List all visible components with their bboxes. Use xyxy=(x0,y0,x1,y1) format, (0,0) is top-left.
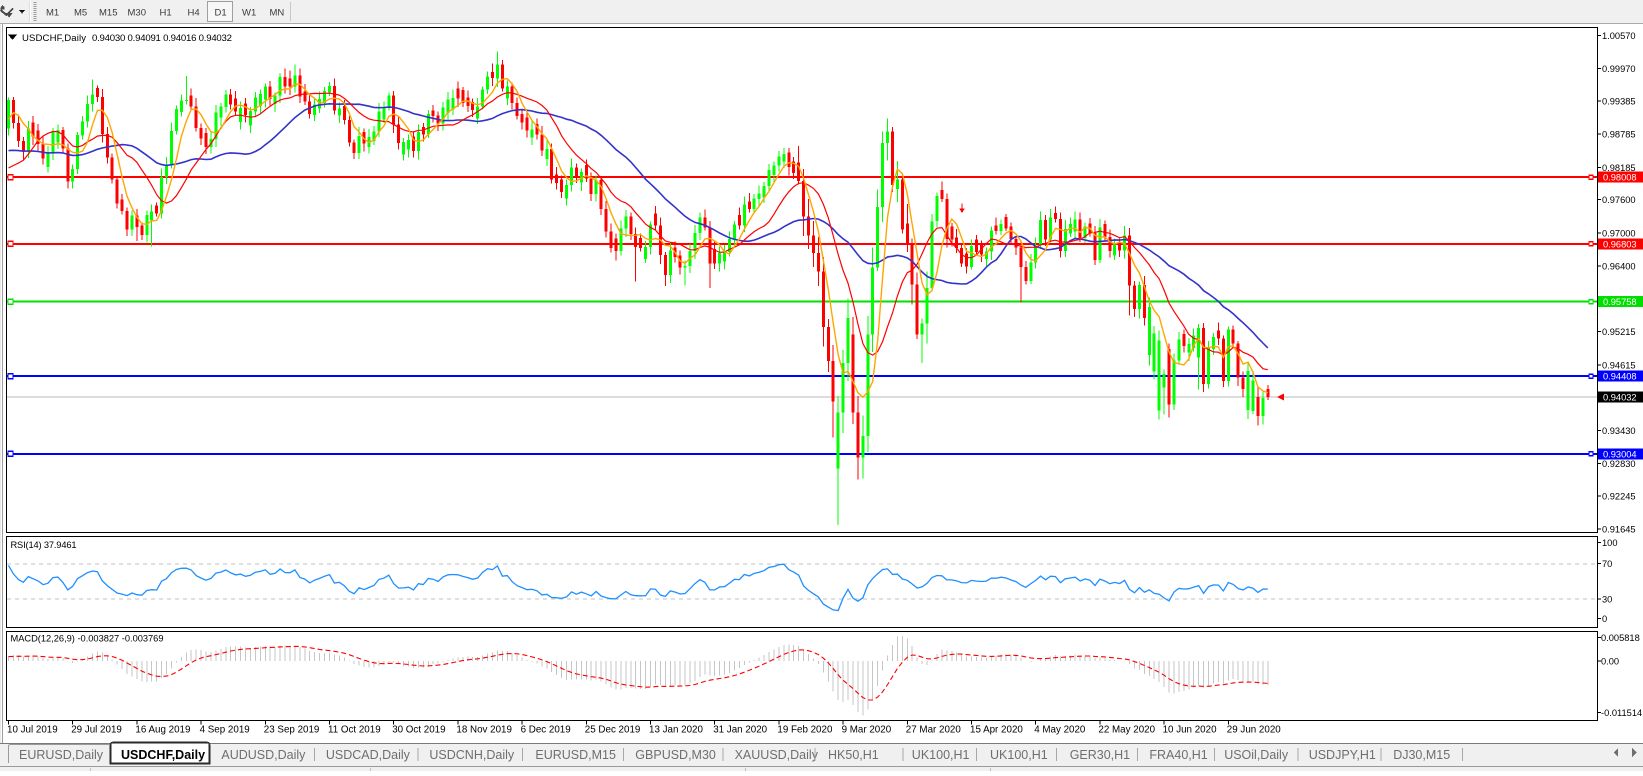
svg-text:0.99970: 0.99970 xyxy=(1602,64,1636,74)
svg-text:H4: H4 xyxy=(188,8,200,19)
svg-text:70: 70 xyxy=(1602,559,1612,569)
svg-text:-0.011514: -0.011514 xyxy=(1601,708,1642,718)
svg-text:M30: M30 xyxy=(128,8,146,19)
svg-text:4 May 2020: 4 May 2020 xyxy=(1034,725,1086,736)
svg-text:H1: H1 xyxy=(160,8,172,19)
svg-text:D1: D1 xyxy=(215,8,227,19)
svg-text:0.92830: 0.92830 xyxy=(1602,459,1636,469)
svg-text:0.94615: 0.94615 xyxy=(1602,360,1636,370)
svg-text:MACD(12,26,9) -0.003827 -0.003: MACD(12,26,9) -0.003827 -0.003769 xyxy=(11,634,164,644)
svg-text:0.96400: 0.96400 xyxy=(1602,262,1636,272)
svg-text:16 Aug 2019: 16 Aug 2019 xyxy=(135,725,190,736)
svg-text:23 Sep 2019: 23 Sep 2019 xyxy=(264,725,320,736)
svg-text:29 Jul 2019: 29 Jul 2019 xyxy=(71,725,122,736)
svg-text:FRA40,H1: FRA40,H1 xyxy=(1149,748,1207,762)
svg-text:GER30,H1: GER30,H1 xyxy=(1070,748,1130,762)
svg-text:0.99385: 0.99385 xyxy=(1602,97,1636,107)
svg-text:MN: MN xyxy=(270,8,285,19)
svg-text:30: 30 xyxy=(1602,595,1612,605)
svg-text:M1: M1 xyxy=(46,8,59,19)
svg-text:USOil,Daily: USOil,Daily xyxy=(1224,748,1289,762)
svg-text:13 Jan 2020: 13 Jan 2020 xyxy=(649,725,703,736)
svg-text:0.97000: 0.97000 xyxy=(1602,228,1636,238)
svg-text:0.98008: 0.98008 xyxy=(1603,173,1637,183)
svg-text:0.98785: 0.98785 xyxy=(1602,130,1636,140)
svg-text:USDCHF,Daily: USDCHF,Daily xyxy=(121,748,205,762)
svg-text:6 Dec 2019: 6 Dec 2019 xyxy=(521,725,571,736)
svg-text:UK100,H1: UK100,H1 xyxy=(990,748,1048,762)
svg-text:9 Mar 2020: 9 Mar 2020 xyxy=(842,725,892,736)
svg-text:15 Apr 2020: 15 Apr 2020 xyxy=(970,725,1023,736)
svg-text:XAUUSD,Daily: XAUUSD,Daily xyxy=(735,748,819,762)
svg-text:UK100,H1: UK100,H1 xyxy=(912,748,970,762)
svg-text:4 Sep 2019: 4 Sep 2019 xyxy=(200,725,250,736)
svg-text:AUDUSD,Daily: AUDUSD,Daily xyxy=(221,748,306,762)
svg-text:EURUSD,M15: EURUSD,M15 xyxy=(535,748,616,762)
svg-text:0.95758: 0.95758 xyxy=(1603,297,1637,307)
svg-text:25 Dec 2019: 25 Dec 2019 xyxy=(585,725,641,736)
svg-text:27 Mar 2020: 27 Mar 2020 xyxy=(906,725,962,736)
svg-text:HK50,H1: HK50,H1 xyxy=(828,748,879,762)
svg-text:19 Feb 2020: 19 Feb 2020 xyxy=(777,725,833,736)
svg-text:0.92245: 0.92245 xyxy=(1602,491,1636,501)
svg-text:0.00: 0.00 xyxy=(1601,657,1619,667)
svg-text:0.96803: 0.96803 xyxy=(1603,239,1637,249)
svg-text:0.94032: 0.94032 xyxy=(1603,393,1637,403)
svg-text:0.98185: 0.98185 xyxy=(1602,163,1636,173)
svg-text:0.94408: 0.94408 xyxy=(1603,372,1637,382)
svg-text:0.005818: 0.005818 xyxy=(1601,633,1640,643)
svg-text:11 Oct 2019: 11 Oct 2019 xyxy=(328,725,381,736)
svg-text:31 Jan 2020: 31 Jan 2020 xyxy=(713,725,767,736)
svg-text:1.00570: 1.00570 xyxy=(1602,31,1636,41)
svg-text:EURUSD,Daily: EURUSD,Daily xyxy=(19,748,104,762)
svg-text:RSI(14) 37.9461: RSI(14) 37.9461 xyxy=(11,540,77,550)
svg-text:GBPUSD,M30: GBPUSD,M30 xyxy=(635,748,716,762)
svg-text:18 Nov 2019: 18 Nov 2019 xyxy=(456,725,512,736)
svg-text:29 Jun 2020: 29 Jun 2020 xyxy=(1227,725,1281,736)
svg-text:W1: W1 xyxy=(242,8,256,19)
svg-text:USDCHF,Daily: USDCHF,Daily xyxy=(22,33,86,44)
svg-text:USDCAD,Daily: USDCAD,Daily xyxy=(326,748,411,762)
svg-text:0: 0 xyxy=(1602,614,1607,624)
svg-text:USDCNH,Daily: USDCNH,Daily xyxy=(429,748,514,762)
svg-text:0.93430: 0.93430 xyxy=(1602,426,1636,436)
svg-text:30 Oct 2019: 30 Oct 2019 xyxy=(392,725,445,736)
svg-text:0.97600: 0.97600 xyxy=(1602,195,1636,205)
svg-text:USDJPY,H1: USDJPY,H1 xyxy=(1309,748,1376,762)
svg-text:M15: M15 xyxy=(99,8,117,19)
svg-text:22 May 2020: 22 May 2020 xyxy=(1098,725,1155,736)
svg-text:0.95215: 0.95215 xyxy=(1602,327,1636,337)
svg-text:10 Jun 2020: 10 Jun 2020 xyxy=(1163,725,1217,736)
svg-text:10 Jul 2019: 10 Jul 2019 xyxy=(7,725,58,736)
svg-text:DJ30,M15: DJ30,M15 xyxy=(1393,748,1450,762)
svg-text:M5: M5 xyxy=(74,8,87,19)
svg-text:0.94030 0.94091 0.94016 0.9403: 0.94030 0.94091 0.94016 0.94032 xyxy=(92,33,232,44)
svg-text:0.91645: 0.91645 xyxy=(1602,525,1636,535)
svg-text:0.93004: 0.93004 xyxy=(1603,449,1637,459)
svg-text:100: 100 xyxy=(1602,538,1618,548)
